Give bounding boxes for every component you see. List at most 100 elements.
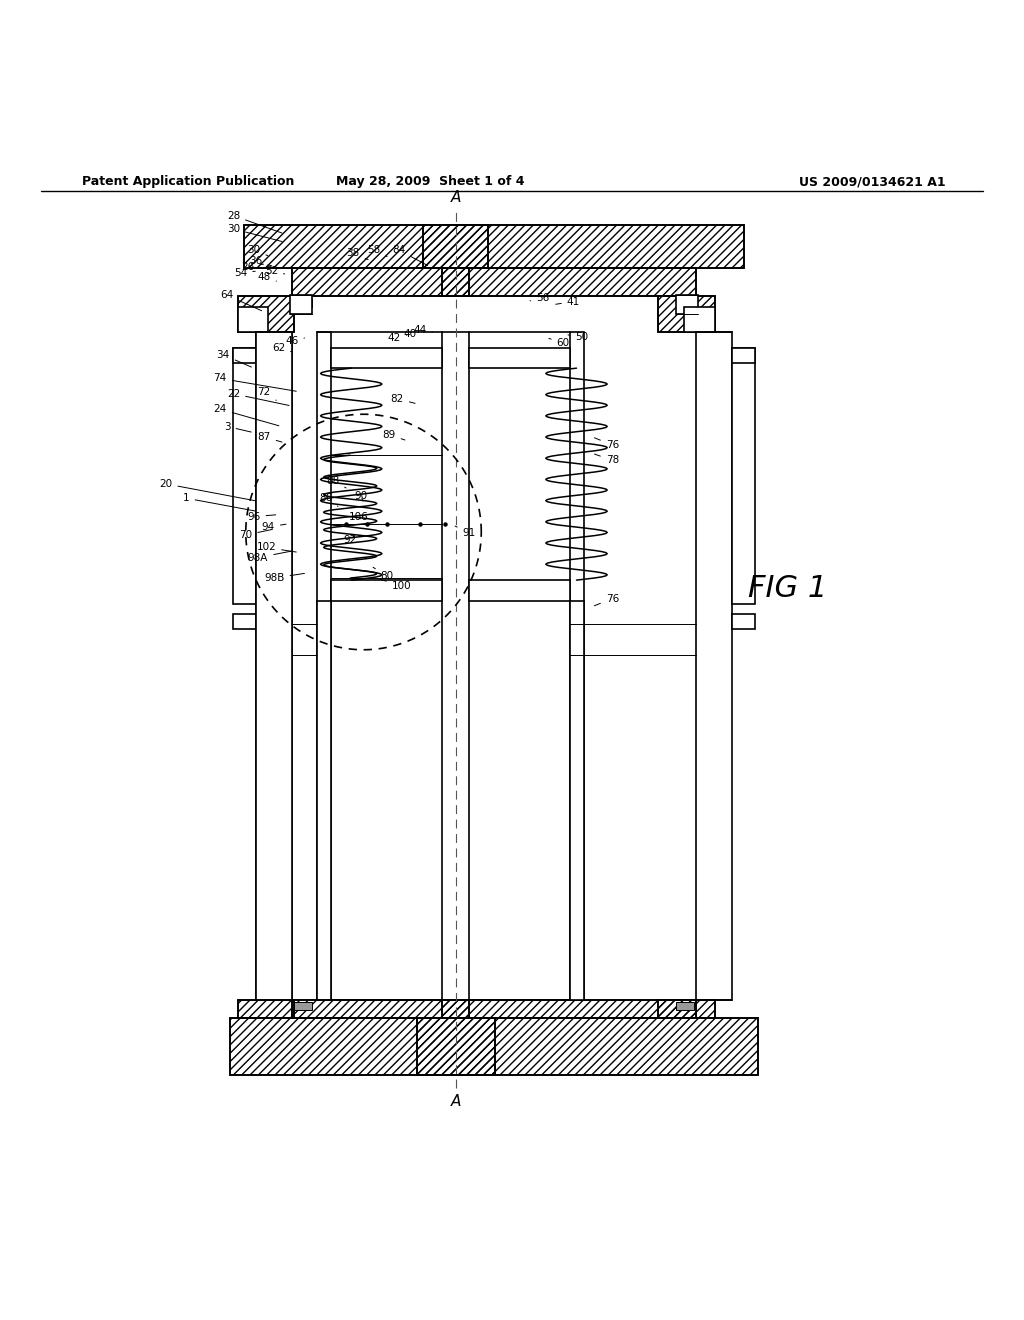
Bar <box>442 1001 469 1019</box>
Text: 40: 40 <box>403 330 422 339</box>
Bar <box>294 1002 312 1010</box>
Text: 1: 1 <box>183 494 255 511</box>
Text: 64: 64 <box>221 290 262 310</box>
Bar <box>442 268 469 297</box>
Text: 62: 62 <box>272 343 292 352</box>
Text: 94: 94 <box>262 521 286 532</box>
Text: 98B: 98B <box>264 573 304 583</box>
Bar <box>233 347 256 363</box>
Bar <box>417 1019 495 1074</box>
Bar <box>244 224 744 268</box>
Text: 70: 70 <box>240 529 271 540</box>
Text: Patent Application Publication: Patent Application Publication <box>82 176 294 189</box>
Bar <box>732 347 755 363</box>
Text: 90: 90 <box>354 491 367 502</box>
Text: 82: 82 <box>391 393 415 404</box>
Text: 96: 96 <box>248 512 275 521</box>
Bar <box>292 268 696 297</box>
Text: 50: 50 <box>568 333 588 342</box>
Text: 106: 106 <box>348 512 369 521</box>
Bar <box>238 297 294 333</box>
Bar <box>732 347 755 603</box>
Bar <box>238 1001 294 1019</box>
Text: 98A: 98A <box>248 550 292 562</box>
Bar <box>696 333 732 1001</box>
Bar <box>233 347 256 603</box>
Bar <box>423 224 488 268</box>
Text: 87: 87 <box>258 432 282 442</box>
Text: 102: 102 <box>256 543 296 552</box>
Text: 72: 72 <box>258 387 276 400</box>
Bar <box>423 224 488 268</box>
Text: FIG 1: FIG 1 <box>748 574 826 603</box>
Text: A: A <box>451 190 461 206</box>
Text: 48: 48 <box>258 272 276 282</box>
Text: 92: 92 <box>344 535 356 545</box>
Text: 80: 80 <box>373 568 393 581</box>
Bar <box>570 333 584 1001</box>
Text: May 28, 2009  Sheet 1 of 4: May 28, 2009 Sheet 1 of 4 <box>336 176 524 189</box>
Text: 44: 44 <box>414 325 432 335</box>
Text: 42: 42 <box>388 334 407 343</box>
Bar <box>442 268 469 297</box>
Bar <box>317 601 331 1001</box>
Text: 24: 24 <box>214 404 279 426</box>
Bar <box>292 268 696 297</box>
Bar <box>676 296 698 314</box>
Text: 28: 28 <box>227 211 282 234</box>
Bar <box>292 1001 696 1019</box>
Bar <box>230 1019 758 1074</box>
Text: 86: 86 <box>319 494 338 507</box>
Text: 84: 84 <box>393 246 428 265</box>
Bar <box>230 1019 758 1074</box>
Bar <box>238 1001 294 1019</box>
Text: 76: 76 <box>595 594 618 606</box>
Bar <box>233 614 256 630</box>
Bar <box>294 298 312 306</box>
Text: 78: 78 <box>595 454 618 466</box>
Text: 76: 76 <box>595 438 618 450</box>
Bar <box>676 298 694 306</box>
Bar <box>331 347 442 368</box>
Text: 60: 60 <box>549 338 569 347</box>
Text: 36: 36 <box>250 256 271 265</box>
Bar <box>238 306 268 333</box>
Bar <box>442 1001 469 1019</box>
Bar <box>442 333 469 1001</box>
Text: 88: 88 <box>327 475 346 488</box>
Text: 30: 30 <box>227 224 282 242</box>
Text: A: A <box>451 1094 461 1109</box>
Bar <box>417 1019 495 1074</box>
Bar <box>684 306 715 333</box>
Text: US 2009/0134621 A1: US 2009/0134621 A1 <box>799 176 945 189</box>
Bar <box>238 297 294 333</box>
Bar <box>256 333 292 1001</box>
Text: 52: 52 <box>265 265 285 276</box>
Bar <box>290 296 312 314</box>
Bar <box>658 297 715 333</box>
Bar <box>317 333 331 1001</box>
Bar <box>570 601 584 1001</box>
Text: 54: 54 <box>234 268 255 279</box>
Bar <box>676 1002 694 1010</box>
Text: 22: 22 <box>227 389 289 405</box>
Bar <box>244 224 744 268</box>
Bar <box>292 1001 696 1019</box>
Text: 3: 3 <box>224 421 251 432</box>
Bar <box>469 579 570 601</box>
Text: 100: 100 <box>380 579 412 591</box>
Text: 34: 34 <box>217 350 252 367</box>
Text: 74: 74 <box>214 374 296 391</box>
Text: 89: 89 <box>383 430 404 440</box>
Text: 58: 58 <box>368 246 387 256</box>
Text: 56: 56 <box>530 293 549 302</box>
Bar <box>732 614 755 630</box>
Bar <box>658 297 715 333</box>
Text: 26: 26 <box>242 261 263 272</box>
Bar <box>256 333 292 1001</box>
Text: 38: 38 <box>347 248 368 260</box>
Bar <box>469 347 570 368</box>
Bar <box>331 579 442 601</box>
Bar <box>658 1001 715 1019</box>
Text: 41: 41 <box>556 297 580 306</box>
